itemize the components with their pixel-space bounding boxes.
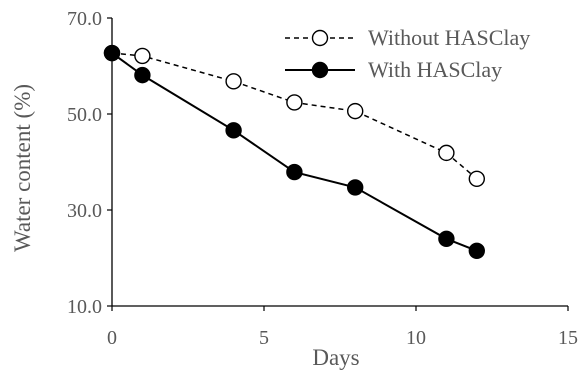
series-1 xyxy=(103,44,485,260)
data-point xyxy=(438,144,455,162)
data-point xyxy=(103,44,121,62)
series-layer xyxy=(103,44,485,260)
legend-item-with: With HASClay xyxy=(285,57,502,82)
x-axis-title: Days xyxy=(312,345,359,370)
data-point xyxy=(225,122,242,139)
legend-marker-without xyxy=(311,29,329,47)
data-point xyxy=(468,170,485,188)
y-tick-label: 30.0 xyxy=(67,200,102,222)
legend-marker-with xyxy=(311,61,329,79)
legend: Without HASClay With HASClay xyxy=(285,25,530,82)
data-point xyxy=(347,179,364,196)
data-point xyxy=(286,94,303,111)
legend-label-with: With HASClay xyxy=(368,57,502,82)
legend-item-without: Without HASClay xyxy=(285,25,530,50)
data-point xyxy=(468,242,485,260)
y-axis-ticks: 10.0 30.0 50.0 70.0 xyxy=(67,8,112,318)
x-tick-label: 10 xyxy=(406,327,426,349)
y-axis-title: Water content (%) xyxy=(10,84,35,252)
data-point xyxy=(134,66,151,84)
data-point xyxy=(286,163,303,181)
x-axis-ticks: 0 5 10 15 xyxy=(107,306,578,349)
data-point xyxy=(438,230,455,248)
y-tick-label: 50.0 xyxy=(67,104,102,126)
data-point xyxy=(225,73,242,90)
y-tick-label: 70.0 xyxy=(67,8,102,30)
data-point xyxy=(134,47,151,65)
data-point xyxy=(347,102,364,120)
y-tick-label: 10.0 xyxy=(67,296,102,318)
legend-label-without: Without HASClay xyxy=(368,25,530,50)
x-tick-label: 15 xyxy=(558,327,578,349)
x-tick-label: 5 xyxy=(259,327,269,349)
plot-area: 10.0 30.0 50.0 70.0 0 5 10 15 xyxy=(67,8,578,349)
x-tick-label: 0 xyxy=(107,327,117,349)
